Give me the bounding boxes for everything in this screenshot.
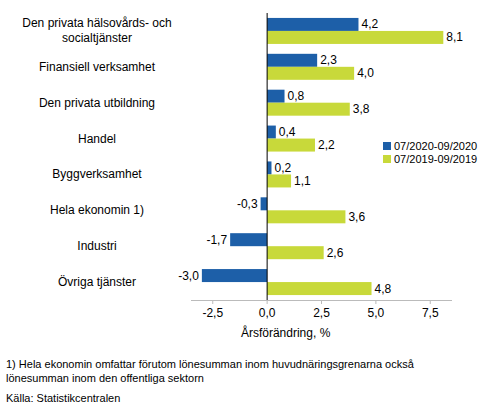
data-label: 1,1: [294, 174, 311, 188]
data-label: 0,8: [288, 89, 305, 103]
bar: [267, 161, 271, 174]
x-tick-label: -2,5: [202, 306, 223, 320]
data-label: 4,0: [357, 66, 374, 80]
chart: -2,5 0,0 2,5 5,0 7,5 Årsförändring, % Den priv…: [0, 0, 493, 416]
category-label-line: Den privata utbildning: [39, 96, 155, 110]
footnote: 1) Hela ekonomin omfattar förutom lönesu…: [6, 358, 415, 370]
x-axis-title: Årsförändring, %: [241, 325, 331, 340]
data-label: 4,8: [375, 282, 392, 296]
data-label: 0,2: [274, 161, 291, 175]
category-label-line: Byggverksamhet: [52, 167, 142, 181]
legend-label: 07/2020-09/2020: [394, 140, 477, 152]
data-label: -3,0: [178, 269, 199, 283]
category-label-line: Handel: [78, 132, 116, 146]
category-label: Övriga tjänster: [58, 275, 136, 289]
bar: [267, 174, 291, 187]
x-tick: [212, 300, 213, 304]
bar: [267, 67, 354, 80]
bar: [267, 103, 350, 116]
bar: [267, 90, 284, 103]
x-tick: [267, 300, 268, 304]
bar: [202, 269, 267, 282]
category-label-line: Hela ekonomin 1): [50, 203, 144, 217]
x-tick-label: 0,0: [259, 306, 276, 320]
category-label-line: Industri: [77, 239, 116, 253]
bar: [267, 126, 276, 139]
bar: [267, 18, 358, 31]
zero-line: [267, 13, 268, 300]
data-label: 3,6: [348, 210, 365, 224]
data-label: 2,2: [318, 138, 335, 152]
x-tick: [375, 300, 376, 304]
category-label: Handel: [78, 132, 116, 146]
data-label: 0,4: [279, 125, 296, 139]
category-label-line: socialtjänster: [62, 31, 132, 45]
bar: [230, 233, 267, 246]
bar: [267, 31, 443, 44]
bar: [267, 139, 315, 152]
category-label-line: Den privata hälsovårds- och: [22, 16, 171, 30]
legend-swatch: [383, 142, 391, 150]
x-tick: [430, 300, 431, 304]
category-label: Hela ekonomin 1): [50, 203, 144, 217]
bar: [261, 197, 268, 210]
data-label: -1,7: [206, 233, 227, 247]
x-tick-label: 5,0: [368, 306, 385, 320]
data-label: -0,3: [237, 197, 258, 211]
category-label: Finansiell verksamhet: [39, 60, 156, 74]
category-label-line: Finansiell verksamhet: [39, 60, 156, 74]
data-label: 2,6: [327, 246, 344, 260]
bar: [267, 246, 324, 259]
legend-swatch: [383, 155, 391, 163]
data-label: 4,2: [361, 17, 378, 31]
x-tick: [321, 300, 322, 304]
category-label: Byggverksamhet: [52, 167, 142, 181]
source: Källa: Statistikcentralen: [6, 392, 120, 404]
legend-label: 07/2019-09/2019: [394, 153, 477, 165]
category-label: Industri: [77, 239, 116, 253]
footnote: lönesumman inom den offentliga sektorn: [6, 372, 204, 384]
data-label: 2,3: [320, 53, 337, 67]
category-label: Den privata hälsovårds- ochsocialtjänste…: [22, 16, 171, 45]
category-label-line: Övriga tjänster: [58, 275, 136, 289]
category-label: Den privata utbildning: [39, 96, 155, 110]
data-label: 3,8: [353, 102, 370, 116]
x-tick-label: 7,5: [422, 306, 439, 320]
bar: [267, 54, 317, 67]
data-label: 8,1: [446, 30, 463, 44]
x-tick-label: 2,5: [313, 306, 330, 320]
bar: [267, 210, 345, 223]
bar: [267, 282, 371, 295]
